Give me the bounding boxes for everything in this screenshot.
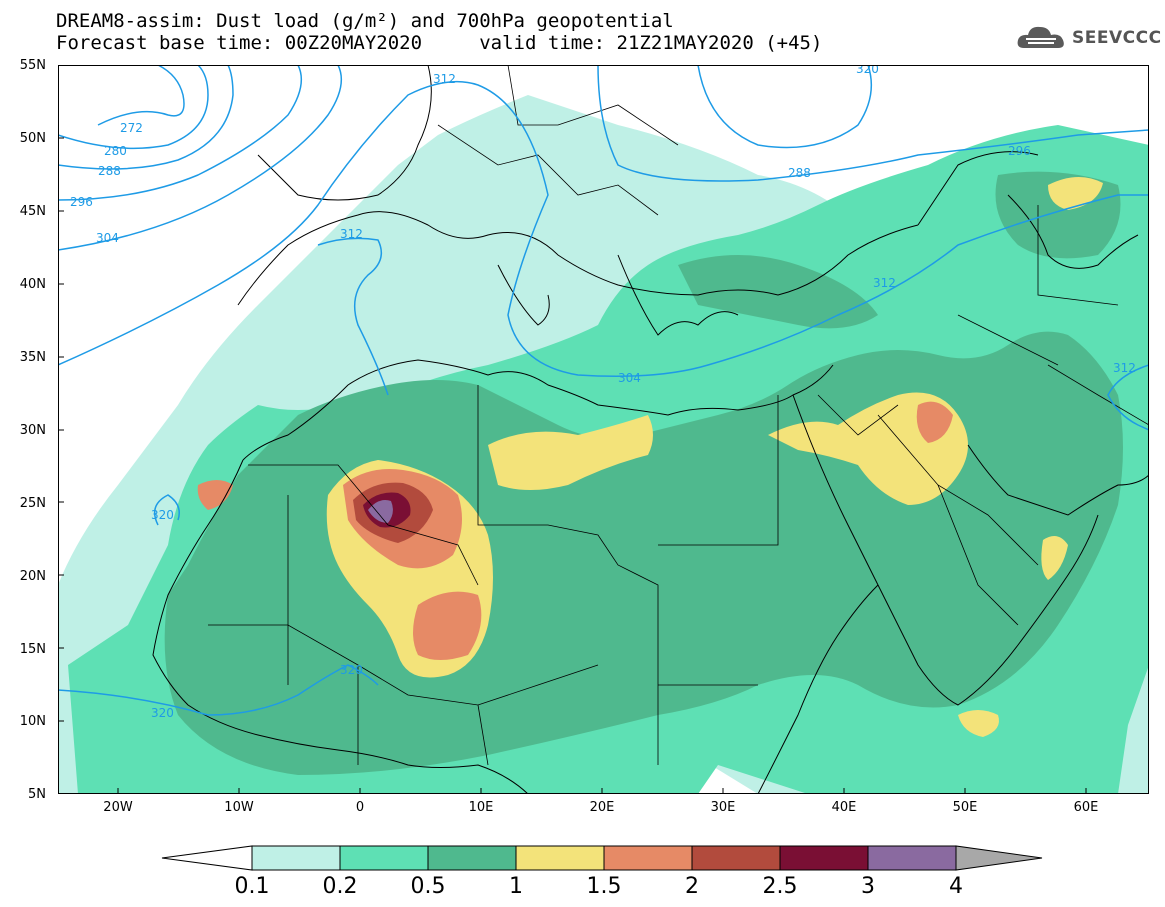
contour-label: 320 (151, 508, 174, 522)
contour-label: 272 (120, 121, 143, 135)
contour-label: 296 (70, 195, 93, 209)
contour-320c (58, 664, 379, 716)
axis-ticks (58, 137, 1087, 794)
lon-label: 20W (103, 800, 133, 815)
contour-label: 288 (788, 166, 811, 180)
colorbar-label: 0.1 (234, 874, 270, 899)
contour-288b (697, 65, 873, 149)
contour-label: 280 (104, 144, 127, 158)
cloud-icon (1017, 26, 1064, 48)
dust-layer-3 (368, 500, 393, 523)
contour-label: 312 (340, 227, 363, 241)
contour-296 (58, 65, 303, 201)
contour-280 (58, 65, 209, 150)
lat-label: 15N (19, 642, 46, 657)
lat-label: 30N (19, 423, 46, 438)
map-subtitle: Forecast base time: 00Z20MAY2020 valid t… (56, 32, 823, 54)
colorbar-label: 1.5 (586, 874, 622, 899)
contour-label: 288 (98, 164, 121, 178)
colorbar-swatch (691, 845, 781, 871)
seevccc-logo: SEEVCCC (1016, 24, 1162, 52)
contour-296b (597, 65, 1149, 182)
contour-label: 320 (856, 65, 879, 76)
contour-label: 296 (1008, 144, 1031, 158)
colorbar-label: 3 (861, 874, 875, 899)
colorbar-swatch (779, 845, 869, 871)
contour-label: 312 (433, 72, 456, 86)
dust-layer-1e (958, 710, 999, 737)
colorbar-swatch (603, 845, 693, 871)
dust-layer-1.5d (916, 401, 953, 443)
dust-map: 272 280 288 296 304 312 320 288 296 304 … (58, 65, 1149, 794)
dust-layer-1.5b (413, 591, 482, 660)
dust-layer-0.5b (678, 255, 878, 329)
lat-label: 35N (19, 350, 46, 365)
lon-label: 40E (831, 800, 857, 815)
contour-label: 320 (151, 706, 174, 720)
dust-layer-1b (488, 415, 653, 490)
lat-label: 25N (19, 496, 46, 511)
lon-label: 0 (355, 800, 365, 815)
colorbar-label: 0.5 (410, 874, 446, 899)
coastlines (152, 65, 1149, 794)
colorbar-label: 4 (949, 874, 963, 899)
lon-label: 20E (589, 800, 615, 815)
lat-label: 20N (19, 569, 46, 584)
colorbar-label: 1 (509, 874, 523, 899)
contour-312b (1107, 364, 1149, 431)
contour-label: 304 (618, 371, 641, 385)
colorbar-swatch (427, 845, 517, 871)
lon-label: 50E (952, 800, 978, 815)
colorbar-swatch (251, 845, 341, 871)
geopotential-contours (58, 65, 1149, 716)
colorbar-label: 0.2 (322, 874, 358, 899)
logo-text: SEEVCCC (1072, 28, 1162, 48)
dust-layer-1d (1041, 536, 1068, 580)
lat-label: 50N (19, 131, 46, 146)
contour-labels: 272 280 288 296 304 312 320 288 296 304 … (70, 65, 1136, 720)
contour-288 (58, 65, 234, 170)
colorbar-label: 2 (685, 874, 699, 899)
colorbar (161, 845, 1043, 871)
contour-320b (153, 494, 180, 526)
dust-field (58, 95, 1149, 794)
contour-label: 320 (340, 663, 363, 677)
colorbar-swatch (339, 845, 429, 871)
lat-label: 5N (28, 787, 46, 802)
lon-label: 30E (710, 800, 736, 815)
lat-label: 40N (19, 277, 46, 292)
colorbar-label: 2.5 (762, 874, 798, 899)
lon-label: 10W (224, 800, 254, 815)
colorbar-swatch (867, 845, 957, 871)
contour-304 (58, 65, 343, 251)
contour-312 (58, 80, 1149, 377)
country-borders (208, 65, 1149, 766)
map-title: DREAM8-assim: Dust load (g/m²) and 700hP… (56, 10, 674, 32)
dust-layer-1.5c (197, 480, 233, 510)
colorbar-swatch (515, 845, 605, 871)
contour-label: 304 (96, 231, 119, 245)
contour-label: 312 (1113, 361, 1136, 375)
lat-label: 45N (19, 204, 46, 219)
contour-label: 312 (873, 276, 896, 290)
lon-label: 60E (1073, 800, 1099, 815)
colorbar-low-arrow (161, 845, 253, 871)
lon-label: 10E (468, 800, 494, 815)
colorbar-high-arrow (955, 845, 1043, 871)
contour-320 (317, 237, 389, 396)
lat-label: 10N (19, 714, 46, 729)
contour-272 (97, 65, 185, 126)
lat-label: 55N (19, 58, 46, 73)
